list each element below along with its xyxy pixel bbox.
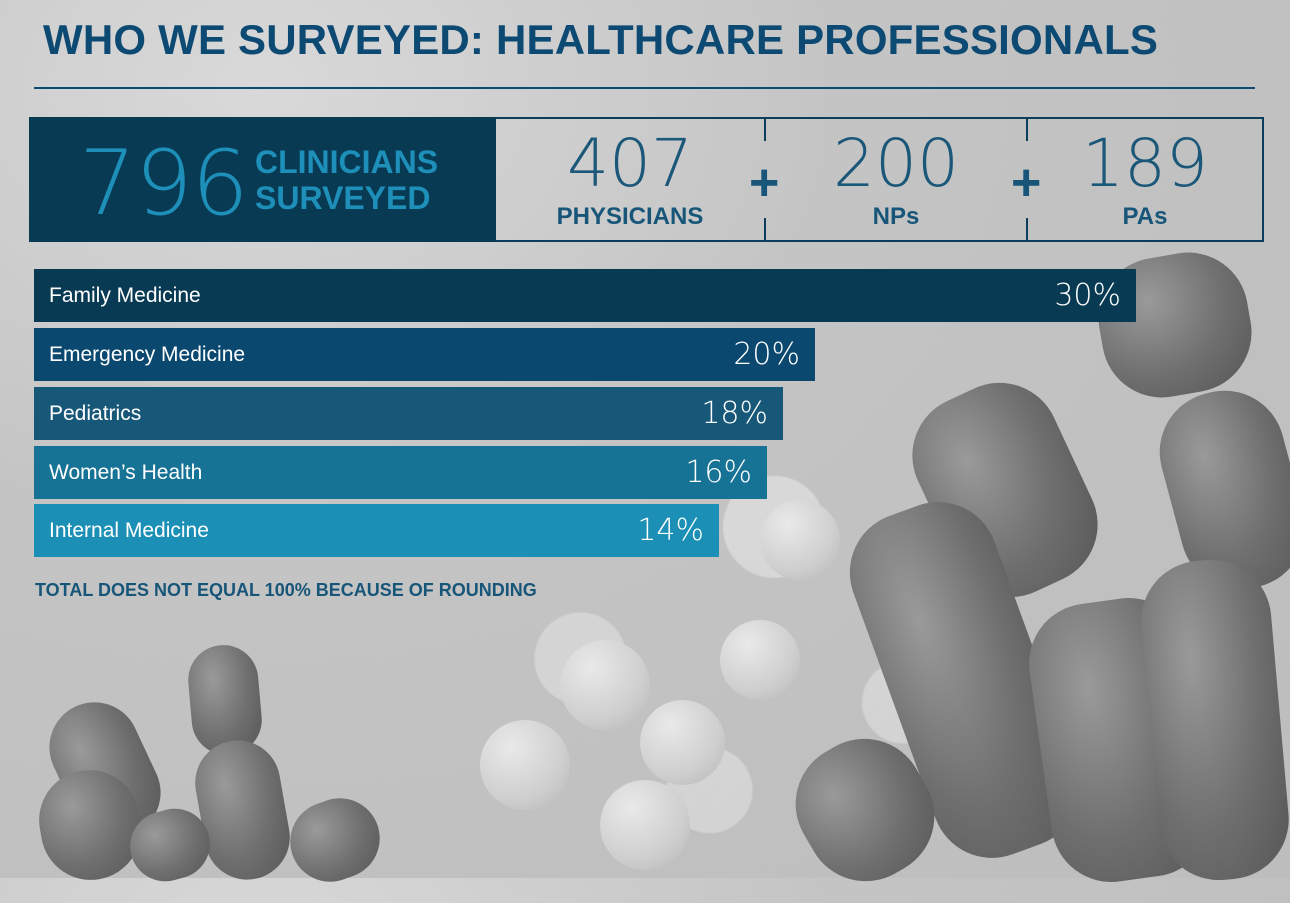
- bar-label: Internal Medicine: [49, 518, 209, 542]
- bar-label: Women’s Health: [49, 460, 203, 484]
- plus-icon: +: [1011, 154, 1042, 212]
- total-label-line2: SURVEYED: [255, 180, 431, 216]
- background-coccus: [720, 620, 800, 700]
- background-bacterium: [1136, 554, 1290, 886]
- stat-divider: [764, 218, 766, 240]
- background-bacterium: [832, 485, 1098, 875]
- background-coccus: [600, 780, 690, 870]
- background-coccus: [560, 640, 650, 730]
- stat-divider: [1026, 218, 1028, 240]
- stat-pas: 189 PAs: [1028, 119, 1262, 240]
- total-clinicians-panel: 796 CLINICIANS SURVEYED: [29, 117, 496, 242]
- background-bacterium: [773, 716, 957, 903]
- rounding-footnote: TOTAL DOES NOT EQUAL 100% BECAUSE OF ROU…: [35, 580, 537, 600]
- background-bacterium: [1021, 590, 1219, 890]
- bar-label: Emergency Medicine: [49, 342, 246, 366]
- background-bacterium: [1146, 377, 1290, 603]
- bar-pediatrics: Pediatrics 18%: [34, 387, 783, 440]
- background-bacterium: [185, 642, 265, 758]
- bar-emergency-medicine: Emergency Medicine 20%: [34, 328, 815, 381]
- stat-nps-label: NPs: [872, 203, 920, 230]
- survey-stats: 796 CLINICIANS SURVEYED 407 PHYSICIANS +…: [29, 117, 1265, 242]
- background-bacterium: [31, 762, 149, 888]
- bar-value: 30%: [1054, 278, 1121, 313]
- bar-value: 14%: [637, 513, 704, 548]
- stat-pas-value: 189: [1082, 125, 1208, 202]
- total-label-line1: CLINICIANS: [255, 144, 439, 180]
- background-bacterium: [892, 363, 1118, 617]
- stat-nps: 200 NPs: [766, 119, 1026, 240]
- bar-value: 16%: [685, 455, 752, 490]
- total-clinicians-value: 796: [79, 131, 249, 236]
- stat-divider: [764, 119, 766, 141]
- stat-physicians-value: 407: [567, 125, 693, 202]
- background-coccus: [640, 700, 725, 785]
- bar-family-medicine: Family Medicine 30%: [34, 269, 1136, 322]
- background-bacterium: [1088, 243, 1262, 407]
- background-coccus: [760, 500, 840, 580]
- stat-physicians: 407 PHYSICIANS: [496, 119, 764, 240]
- stat-pas-label: PAs: [1122, 203, 1168, 230]
- background-bacterium: [34, 687, 176, 853]
- plus-icon: +: [749, 154, 780, 212]
- stat-divider: [1026, 119, 1028, 141]
- background-bacterium: [188, 733, 297, 887]
- bar-label: Family Medicine: [49, 283, 201, 307]
- background-bacterium: [279, 787, 391, 893]
- total-clinicians-label: CLINICIANS SURVEYED: [255, 144, 438, 216]
- bar-label: Pediatrics: [49, 401, 142, 425]
- bar-value: 20%: [733, 337, 800, 372]
- clinician-breakdown: 407 PHYSICIANS + 200 NPs + 189 PAs: [496, 117, 1264, 242]
- bar-value: 18%: [701, 396, 768, 431]
- background-bacterium: [122, 800, 218, 890]
- title-divider: [34, 87, 1255, 89]
- bar-internal-medicine: Internal Medicine 14%: [34, 504, 719, 557]
- stat-physicians-label: PHYSICIANS: [556, 203, 704, 230]
- bar-womens-health: Women’s Health 16%: [34, 446, 767, 499]
- background-coccus: [480, 720, 570, 810]
- stat-nps-value: 200: [833, 125, 959, 202]
- page-title: WHO WE SURVEYED: HEALTHCARE PROFESSIONAL…: [43, 16, 1159, 63]
